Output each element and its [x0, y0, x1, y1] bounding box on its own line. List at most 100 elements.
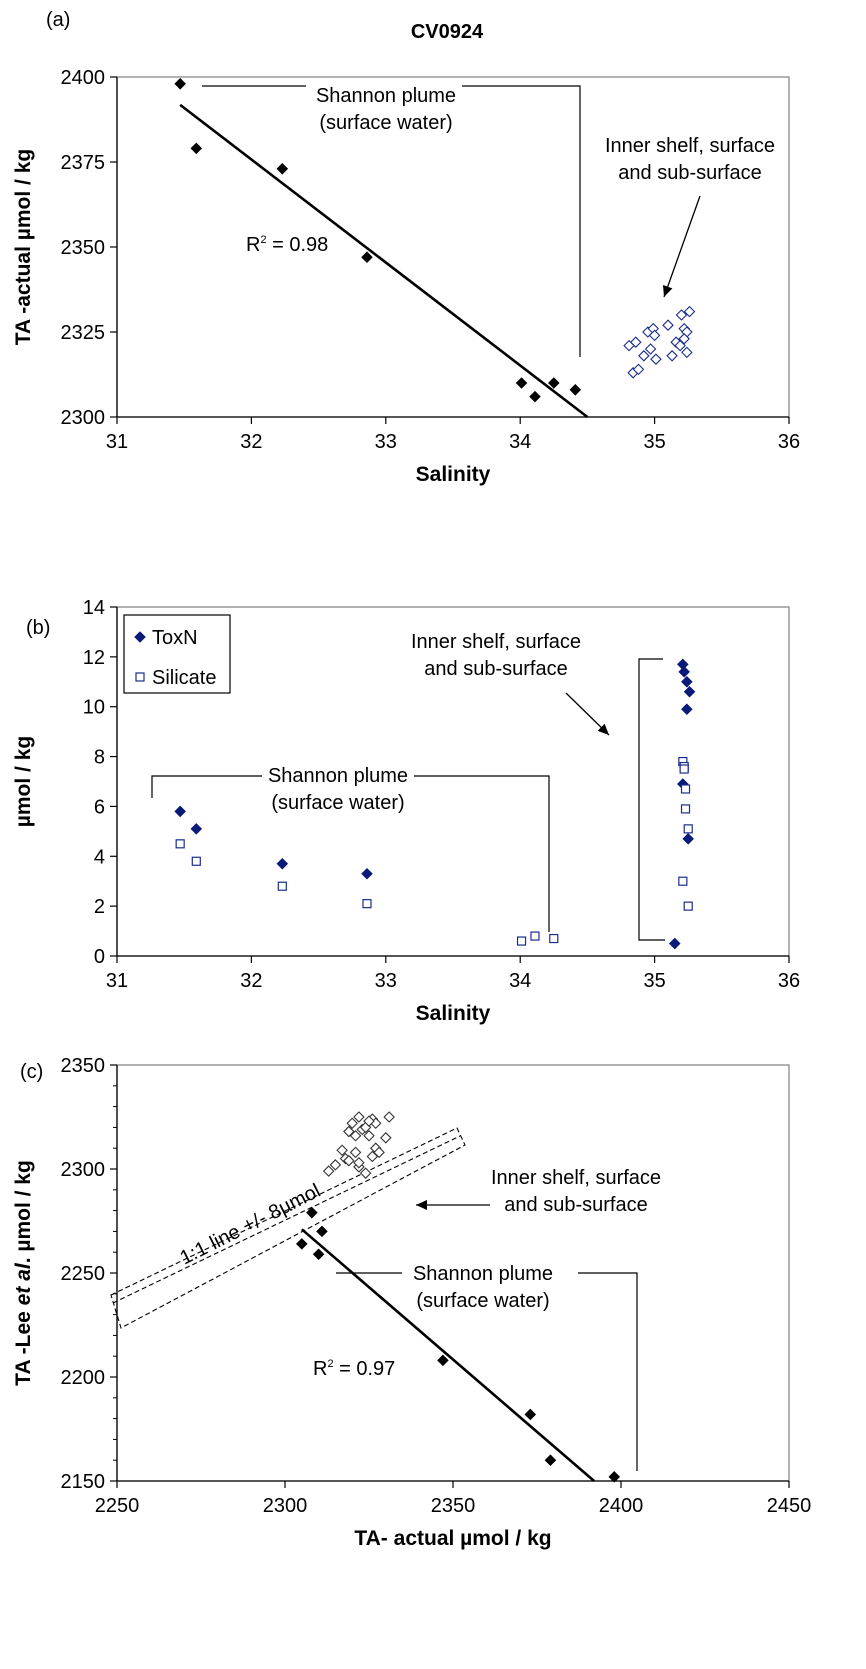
annotation-inner-shelf-line: and sub-surface [424, 658, 567, 680]
data-point [343, 1125, 355, 1138]
data-point [353, 1156, 365, 1169]
reference-band-outer [110, 1127, 466, 1329]
data-point [349, 1146, 362, 1159]
annotation-inner-shelf: Inner shelf, surface and sub-surface [411, 631, 581, 680]
data-point [683, 824, 693, 834]
annotation-shannon-plume: Shannon plume (surface water) [413, 1263, 553, 1312]
annotation-arrowhead [597, 723, 609, 735]
bracket-right [414, 775, 550, 932]
y-tick-label: 2250 [61, 1263, 106, 1285]
x-tick-label: 31 [106, 431, 128, 453]
r-squared-superscript: 2 [260, 234, 266, 246]
data-point [638, 350, 650, 362]
y-tick-label: 6 [94, 796, 105, 818]
data-point [190, 142, 203, 155]
data-point [679, 764, 689, 774]
x-axis-label: Salinity [416, 463, 491, 486]
bracket-left [151, 775, 262, 798]
data-point [648, 329, 661, 342]
x-tick-label: 2250 [95, 1495, 140, 1517]
annotation-shannon-plume: Shannon plume (surface water) [316, 85, 456, 134]
y-tick-label: 2300 [61, 407, 106, 429]
annotation-inner-shelf: Inner shelf, surface and sub-surface [605, 135, 775, 184]
data-point [363, 1115, 375, 1127]
y-axis-label-part: TA -Lee [12, 1305, 35, 1386]
annotation-arrowhead [662, 284, 673, 297]
data-point [190, 823, 203, 835]
data-point [632, 363, 645, 376]
x-tick-label: 32 [240, 431, 262, 453]
data-point [316, 1225, 328, 1238]
annotation-inner-shelf-line: Inner shelf, surface [411, 631, 581, 653]
data-point [312, 1248, 325, 1261]
data-point [678, 876, 688, 886]
data-point [306, 1206, 318, 1219]
r-squared-base: R [313, 1358, 327, 1380]
y-tick-label: 2300 [61, 1159, 106, 1181]
data-point [683, 305, 696, 318]
data-point [678, 666, 690, 678]
panel-label-a: (a) [46, 9, 70, 31]
y-tick-label: 2325 [61, 322, 106, 344]
legend-label-silicate: Silicate [152, 667, 216, 689]
annotation-inner-shelf-line: Inner shelf, surface [605, 135, 775, 157]
x-tick-label: 33 [375, 970, 397, 992]
chart-0-axes: 31 32 33 34 35 36 2300 2325 2350 2375 2400 Salinity… [12, 67, 800, 486]
y-tick-label: 2200 [61, 1367, 106, 1389]
x-tick-label: 35 [643, 431, 665, 453]
r-squared-label: R2 = 0.98 [246, 234, 328, 256]
data-point [336, 1144, 348, 1157]
panel-label-b: (b) [26, 617, 50, 639]
legend-marker-silicate [135, 672, 145, 682]
chart-2-series-1 [322, 1111, 395, 1179]
data-point [569, 384, 582, 396]
data-point [650, 353, 662, 365]
y-tick-label: 12 [83, 647, 105, 669]
bracket-right [578, 1272, 638, 1471]
x-tick-label: 33 [375, 431, 397, 453]
trendline [300, 1228, 595, 1482]
annotation-arrowhead [416, 1200, 427, 1210]
panel-label-c: (c) [20, 1061, 43, 1083]
data-point [678, 333, 690, 345]
chart-1-axes: 31 32 33 34 35 36 0 2 4 6 8 10 12 14 Salinity µmol / kg [12, 597, 800, 1025]
y-tick-label: 10 [83, 697, 105, 719]
data-point [361, 867, 373, 880]
plot-area-frame [116, 76, 790, 418]
data-point [630, 336, 642, 348]
y-tick-label: 8 [94, 747, 105, 769]
data-point [524, 1408, 537, 1421]
data-point [276, 857, 289, 870]
annotation-inner-shelf-line: and sub-surface [618, 162, 761, 184]
data-point [380, 1132, 392, 1144]
chart-2-axes: 2250 2300 2350 2400 2450 2150 2200 2250 2300 2350… [12, 1055, 811, 1550]
legend-marker-toxn [134, 631, 146, 643]
y-axis-label: TA -Lee et al. µmol / kg [12, 1160, 35, 1386]
y-tick-label: 14 [83, 597, 105, 619]
data-point [363, 1129, 375, 1142]
bracket-right [462, 85, 581, 357]
data-point [276, 163, 289, 175]
data-point [366, 1150, 379, 1163]
annotation-shannon-plume-line: (surface water) [271, 792, 404, 814]
data-point [349, 1129, 362, 1142]
x-tick-label: 35 [643, 970, 665, 992]
data-point [346, 1117, 358, 1130]
y-axis-label: TA -actual µmol / kg [12, 149, 35, 345]
chart-0-series-1 [623, 305, 696, 379]
annotation-inner-shelf: Inner shelf, surface and sub-surface [491, 1167, 661, 1216]
data-point [516, 936, 527, 946]
reference-band-inner [112, 1135, 461, 1304]
x-axis-label: Salinity [416, 1002, 491, 1025]
y-axis-label-part: . µmol / kg [12, 1160, 35, 1263]
bracket-inner-shelf [638, 658, 665, 941]
data-point [373, 1146, 385, 1159]
data-point [437, 1354, 449, 1367]
chart-2-series-0 [296, 1206, 621, 1483]
data-point [668, 937, 681, 950]
annotation-shannon-plume-line: Shannon plume [268, 765, 408, 787]
x-tick-label: 31 [106, 970, 128, 992]
y-tick-label: 0 [94, 946, 105, 968]
data-point [682, 833, 694, 845]
